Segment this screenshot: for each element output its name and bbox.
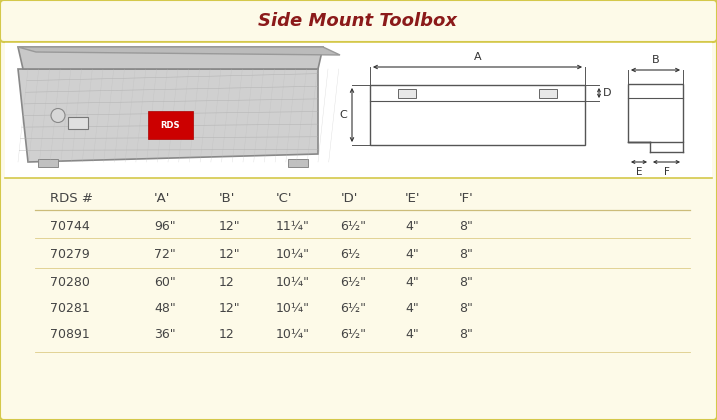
Text: A: A bbox=[474, 52, 481, 62]
Bar bbox=[5, 178, 712, 415]
Text: 4": 4" bbox=[405, 276, 419, 289]
Text: E: E bbox=[636, 167, 642, 177]
Text: 10¼": 10¼" bbox=[276, 276, 310, 289]
Text: 4": 4" bbox=[405, 328, 419, 341]
Text: 12: 12 bbox=[219, 328, 234, 341]
Text: 'E': 'E' bbox=[405, 192, 421, 205]
Text: 6½": 6½" bbox=[341, 302, 366, 315]
Text: C: C bbox=[339, 110, 347, 120]
Text: 10¼": 10¼" bbox=[276, 328, 310, 341]
Text: 6½": 6½" bbox=[341, 328, 366, 341]
Text: B: B bbox=[652, 55, 660, 65]
Text: 70281: 70281 bbox=[50, 302, 90, 315]
Bar bbox=[370, 85, 585, 145]
Bar bbox=[5, 42, 712, 178]
Text: 'A': 'A' bbox=[154, 192, 171, 205]
Text: 12": 12" bbox=[219, 302, 240, 315]
Text: 8": 8" bbox=[459, 302, 473, 315]
Text: 8": 8" bbox=[459, 220, 473, 233]
Text: 8": 8" bbox=[459, 328, 473, 341]
Polygon shape bbox=[18, 47, 340, 55]
Text: F: F bbox=[663, 167, 670, 177]
Text: 72": 72" bbox=[154, 249, 176, 262]
Polygon shape bbox=[18, 47, 323, 69]
Bar bbox=[628, 84, 683, 142]
Bar bbox=[288, 159, 308, 167]
Text: 6½": 6½" bbox=[341, 276, 366, 289]
Text: 'B': 'B' bbox=[219, 192, 235, 205]
Bar bbox=[539, 89, 557, 97]
Text: 4": 4" bbox=[405, 249, 419, 262]
FancyBboxPatch shape bbox=[0, 0, 717, 42]
Bar bbox=[68, 118, 88, 129]
Text: 36": 36" bbox=[154, 328, 176, 341]
Text: 'F': 'F' bbox=[459, 192, 474, 205]
Text: 8": 8" bbox=[459, 276, 473, 289]
Circle shape bbox=[51, 108, 65, 123]
Bar bbox=[398, 89, 416, 97]
Text: Side Mount Toolbox: Side Mount Toolbox bbox=[259, 12, 457, 30]
Text: 8": 8" bbox=[459, 249, 473, 262]
Text: 4": 4" bbox=[405, 220, 419, 233]
Text: 12": 12" bbox=[219, 220, 240, 233]
Text: RDS #: RDS # bbox=[50, 192, 93, 205]
Text: D: D bbox=[603, 88, 612, 98]
Text: 6½": 6½" bbox=[341, 220, 366, 233]
Text: 48": 48" bbox=[154, 302, 176, 315]
Text: 70744: 70744 bbox=[50, 220, 90, 233]
Text: 'D': 'D' bbox=[341, 192, 358, 205]
Bar bbox=[148, 111, 193, 139]
Text: 12: 12 bbox=[219, 276, 234, 289]
Text: 60": 60" bbox=[154, 276, 176, 289]
Text: 70280: 70280 bbox=[50, 276, 90, 289]
Text: RDS: RDS bbox=[161, 121, 180, 130]
Text: 70891: 70891 bbox=[50, 328, 90, 341]
Text: 4": 4" bbox=[405, 302, 419, 315]
Text: 'C': 'C' bbox=[276, 192, 293, 205]
Text: 11¼": 11¼" bbox=[276, 220, 310, 233]
Polygon shape bbox=[18, 69, 318, 162]
Text: 12": 12" bbox=[219, 249, 240, 262]
Text: 10¼": 10¼" bbox=[276, 302, 310, 315]
Text: 6½: 6½ bbox=[341, 249, 361, 262]
Text: 96": 96" bbox=[154, 220, 176, 233]
Text: 10¼": 10¼" bbox=[276, 249, 310, 262]
Bar bbox=[38, 159, 58, 167]
Text: 70279: 70279 bbox=[50, 249, 90, 262]
